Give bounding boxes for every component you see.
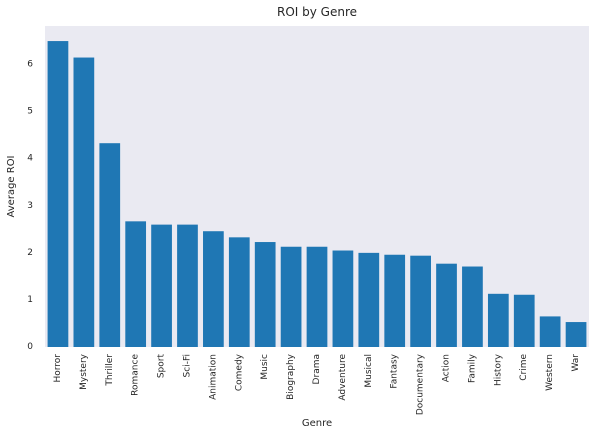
x-tick-label: Horror [53, 354, 63, 383]
x-tick-label: Fantasy [390, 353, 400, 388]
y-tick-label: 3 [27, 201, 33, 211]
bar-action [436, 263, 457, 347]
x-tick-label: Drama [312, 354, 322, 384]
y-tick-label: 1 [27, 295, 33, 305]
y-tick-label: 6 [27, 60, 33, 70]
x-tick-label: Western [545, 354, 555, 391]
bar-biography [280, 246, 302, 347]
bar-music [254, 242, 276, 347]
bar-family [462, 266, 483, 347]
x-tick-label: Musical [364, 354, 374, 388]
y-tick-label: 5 [27, 107, 33, 117]
x-tick-label: Animation [208, 354, 218, 400]
y-ticks-group: 0 1 2 3 4 5 6 [27, 60, 33, 352]
x-tick-label: Music [260, 354, 270, 380]
x-tick-label: Romance [131, 354, 141, 396]
bar-history [487, 293, 509, 347]
y-tick-label: 2 [27, 248, 33, 258]
bar-war [565, 322, 587, 347]
x-ticks-group: Horror Mystery Thriller Romance Sport Sci-Fi A… [53, 353, 581, 415]
bar-sport [151, 224, 172, 347]
x-tick-label: Crime [519, 354, 529, 381]
bar-mystery [73, 57, 95, 348]
bar-documentary [410, 255, 431, 347]
chart-title: ROI by Genre [277, 5, 357, 19]
x-tick-label: Comedy [234, 353, 244, 391]
y-axis-label: Average ROI [6, 155, 17, 217]
x-tick-label: Adventure [338, 354, 348, 401]
bar-sci-fi [177, 224, 198, 347]
x-tick-label: Biography [286, 353, 296, 400]
bar-comedy [228, 237, 250, 347]
x-tick-label: History [493, 353, 503, 386]
x-tick-label: Mystery [79, 353, 89, 390]
bar-drama [306, 246, 328, 347]
bar-musical [358, 252, 380, 347]
bar-adventure [332, 250, 354, 347]
bar-western [539, 316, 561, 347]
y-tick-label: 4 [27, 154, 33, 164]
bar-crime [513, 294, 535, 347]
x-tick-label: Thriller [105, 354, 115, 387]
x-tick-label: War [571, 354, 581, 372]
x-tick-label: Family [467, 353, 477, 383]
bar-thriller [99, 143, 121, 347]
bars-group [47, 41, 587, 348]
x-tick-label: Documentary [416, 353, 426, 415]
x-tick-label: Sci-Fi [182, 354, 192, 377]
bar-romance [125, 221, 147, 347]
bar-fantasy [384, 254, 406, 347]
x-tick-label: Action [442, 354, 452, 382]
x-axis-label: Genre [302, 418, 332, 429]
x-tick-label: Sport [157, 354, 167, 379]
y-tick-label: 0 [27, 342, 33, 352]
bar-horror [47, 41, 69, 347]
bar-animation [203, 231, 224, 347]
